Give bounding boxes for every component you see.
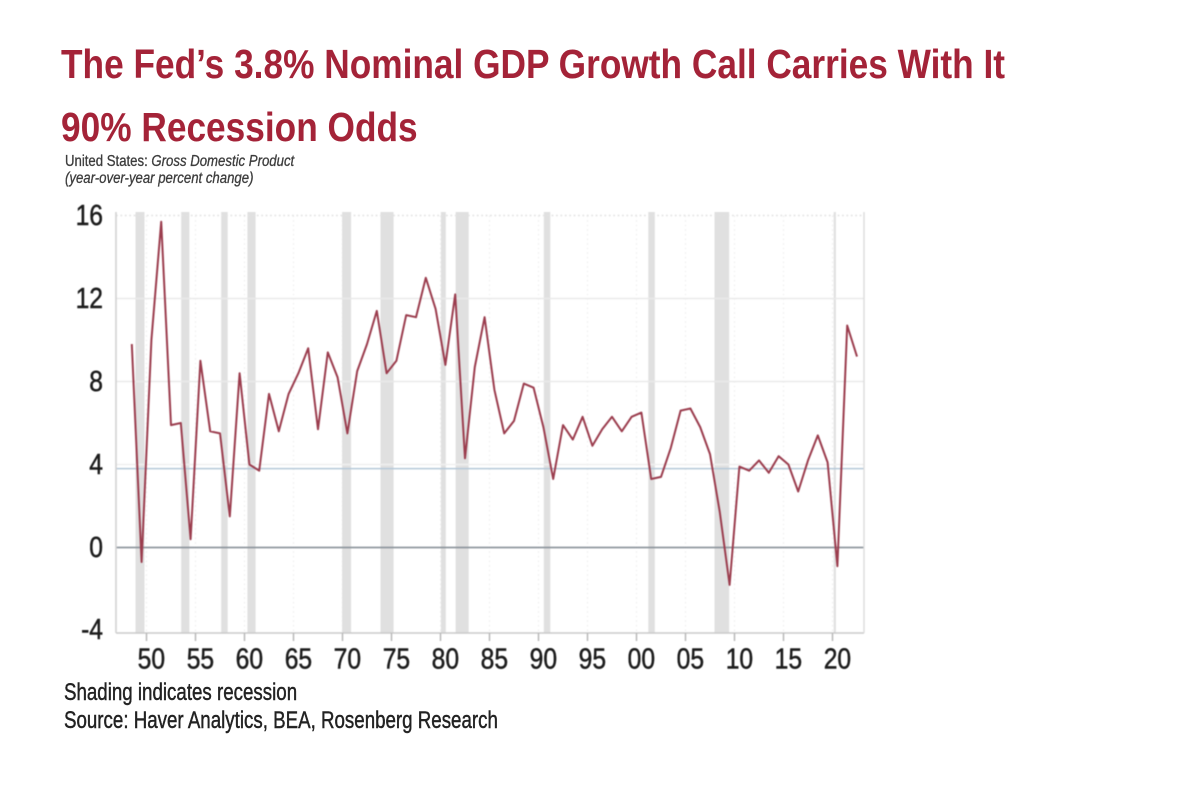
svg-text:-4: -4 — [81, 613, 103, 645]
svg-text:4: 4 — [89, 448, 103, 480]
svg-text:95: 95 — [579, 643, 606, 675]
svg-text:60: 60 — [236, 643, 263, 675]
svg-text:8: 8 — [89, 365, 103, 397]
svg-text:10: 10 — [726, 643, 753, 675]
svg-text:65: 65 — [285, 643, 312, 675]
svg-text:05: 05 — [677, 643, 704, 675]
svg-text:55: 55 — [187, 643, 214, 675]
svg-text:00: 00 — [628, 643, 655, 675]
svg-text:16: 16 — [76, 199, 103, 231]
svg-text:12: 12 — [76, 282, 103, 314]
svg-text:0: 0 — [89, 531, 103, 563]
svg-text:20: 20 — [824, 643, 851, 675]
svg-text:90: 90 — [530, 643, 557, 675]
svg-text:80: 80 — [432, 643, 459, 675]
svg-text:75: 75 — [383, 643, 410, 675]
svg-text:15: 15 — [775, 643, 802, 675]
svg-text:70: 70 — [334, 643, 361, 675]
svg-text:85: 85 — [481, 643, 508, 675]
svg-text:50: 50 — [138, 643, 165, 675]
